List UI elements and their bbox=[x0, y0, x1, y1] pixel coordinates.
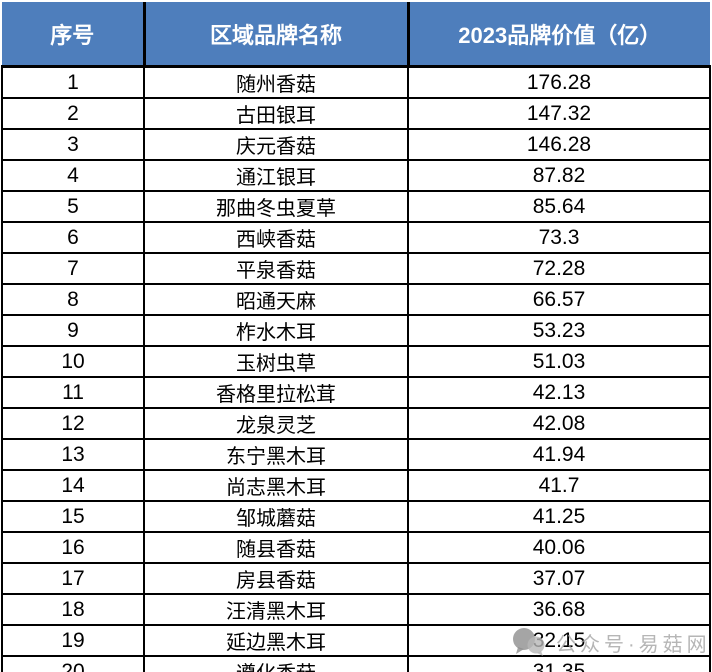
brand-name-cell: 庆元香菇 bbox=[143, 128, 409, 161]
table-row: 12 龙泉灵芝 42.08 bbox=[1, 407, 711, 440]
rank-cell: 12 bbox=[1, 407, 145, 440]
brand-name-cell: 邹城蘑菇 bbox=[143, 500, 409, 533]
table-row: 15 邹城蘑菇 41.25 bbox=[1, 500, 711, 533]
brand-name-cell: 昭通天麻 bbox=[143, 283, 409, 316]
brand-name-cell: 房县香菇 bbox=[143, 562, 409, 595]
brand-value-cell: 37.07 bbox=[407, 562, 711, 595]
table-row: 3 庆元香菇 146.28 bbox=[1, 128, 711, 161]
table-row: 2 古田银耳 147.32 bbox=[1, 97, 711, 130]
brand-value-cell: 53.23 bbox=[407, 314, 711, 347]
table-row: 4 通江银耳 87.82 bbox=[1, 159, 711, 192]
brand-value-cell: 87.82 bbox=[407, 159, 711, 192]
table-row: 7 平泉香菇 72.28 bbox=[1, 252, 711, 285]
brand-name-cell: 西峡香菇 bbox=[143, 221, 409, 254]
table-row: 13 东宁黑木耳 41.94 bbox=[1, 438, 711, 471]
brand-name-cell: 通江银耳 bbox=[143, 159, 409, 192]
table-row: 16 随县香菇 40.06 bbox=[1, 531, 711, 564]
brand-value-cell: 176.28 bbox=[407, 65, 711, 99]
brand-name-cell: 尚志黑木耳 bbox=[143, 469, 409, 502]
rank-cell: 2 bbox=[1, 97, 145, 130]
rank-cell: 10 bbox=[1, 345, 145, 378]
table-row: 1 随州香菇 176.28 bbox=[1, 65, 711, 99]
rank-cell: 4 bbox=[1, 159, 145, 192]
brand-value-cell: 73.3 bbox=[407, 221, 711, 254]
rank-cell: 8 bbox=[1, 283, 145, 316]
brand-value-cell: 51.03 bbox=[407, 345, 711, 378]
table-row: 5 那曲冬虫夏草 85.64 bbox=[1, 190, 711, 223]
header-row: 序号 区域品牌名称 2023品牌价值（亿） bbox=[2, 2, 710, 68]
table-row: 20 遵化香菇 31.35 bbox=[1, 655, 711, 672]
brand-value-cell: 66.57 bbox=[407, 283, 711, 316]
rank-cell: 14 bbox=[1, 469, 145, 502]
rank-cell: 13 bbox=[1, 438, 145, 471]
brand-value-cell: 146.28 bbox=[407, 128, 711, 161]
table-row: 8 昭通天麻 66.57 bbox=[1, 283, 711, 316]
brand-value-cell: 31.35 bbox=[407, 655, 711, 672]
rank-cell: 1 bbox=[1, 65, 145, 99]
brand-name-cell: 古田银耳 bbox=[143, 97, 409, 130]
table-row: 6 西峡香菇 73.3 bbox=[1, 221, 711, 254]
table-row: 10 玉树虫草 51.03 bbox=[1, 345, 711, 378]
brand-value-cell: 85.64 bbox=[407, 190, 711, 223]
brand-name-cell: 玉树虫草 bbox=[143, 345, 409, 378]
brand-name-cell: 东宁黑木耳 bbox=[143, 438, 409, 471]
table-row: 14 尚志黑木耳 41.7 bbox=[1, 469, 711, 502]
brand-value-cell: 32.15 bbox=[407, 624, 711, 657]
brand-value-cell: 36.68 bbox=[407, 593, 711, 626]
brand-value-cell: 42.08 bbox=[407, 407, 711, 440]
brand-value-cell: 41.94 bbox=[407, 438, 711, 471]
brand-name-cell: 龙泉灵芝 bbox=[143, 407, 409, 440]
table-header: 序号 区域品牌名称 2023品牌价值（亿） bbox=[2, 2, 710, 68]
rank-cell: 6 bbox=[1, 221, 145, 254]
rank-cell: 9 bbox=[1, 314, 145, 347]
table-row: 18 汪清黑木耳 36.68 bbox=[1, 593, 711, 626]
brand-value-cell: 41.7 bbox=[407, 469, 711, 502]
rank-cell: 16 bbox=[1, 531, 145, 564]
brand-value-cell: 42.13 bbox=[407, 376, 711, 409]
rank-cell: 20 bbox=[1, 655, 145, 672]
brand-value-cell: 72.28 bbox=[407, 252, 711, 285]
column-header-rank: 序号 bbox=[2, 2, 144, 68]
rank-cell: 3 bbox=[1, 128, 145, 161]
rank-cell: 11 bbox=[1, 376, 145, 409]
brand-name-cell: 汪清黑木耳 bbox=[143, 593, 409, 626]
brand-name-cell: 那曲冬虫夏草 bbox=[143, 190, 409, 223]
rank-cell: 19 bbox=[1, 624, 145, 657]
brand-value-cell: 147.32 bbox=[407, 97, 711, 130]
brand-name-cell: 随州香菇 bbox=[143, 65, 409, 99]
brand-name-cell: 平泉香菇 bbox=[143, 252, 409, 285]
brand-name-cell: 香格里拉松茸 bbox=[143, 376, 409, 409]
brand-value-cell: 41.25 bbox=[407, 500, 711, 533]
table-row: 17 房县香菇 37.07 bbox=[1, 562, 711, 595]
rank-cell: 7 bbox=[1, 252, 145, 285]
rank-cell: 18 bbox=[1, 593, 145, 626]
brand-value-cell: 40.06 bbox=[407, 531, 711, 564]
brand-name-cell: 柞水木耳 bbox=[143, 314, 409, 347]
table-row: 11 香格里拉松茸 42.13 bbox=[1, 376, 711, 409]
brand-name-cell: 随县香菇 bbox=[143, 531, 409, 564]
column-header-brand-name: 区域品牌名称 bbox=[142, 2, 410, 68]
column-header-brand-value: 2023品牌价值（亿） bbox=[408, 2, 710, 68]
table-body: 1 随州香菇 176.28 2 古田银耳 147.32 3 庆元香菇 146.2… bbox=[1, 65, 711, 672]
rank-cell: 5 bbox=[1, 190, 145, 223]
table-row: 9 柞水木耳 53.23 bbox=[1, 314, 711, 347]
brand-name-cell: 延边黑木耳 bbox=[143, 624, 409, 657]
rank-cell: 15 bbox=[1, 500, 145, 533]
rank-cell: 17 bbox=[1, 562, 145, 595]
table-row: 19 延边黑木耳 32.15 bbox=[1, 624, 711, 657]
brand-name-cell: 遵化香菇 bbox=[143, 655, 409, 672]
